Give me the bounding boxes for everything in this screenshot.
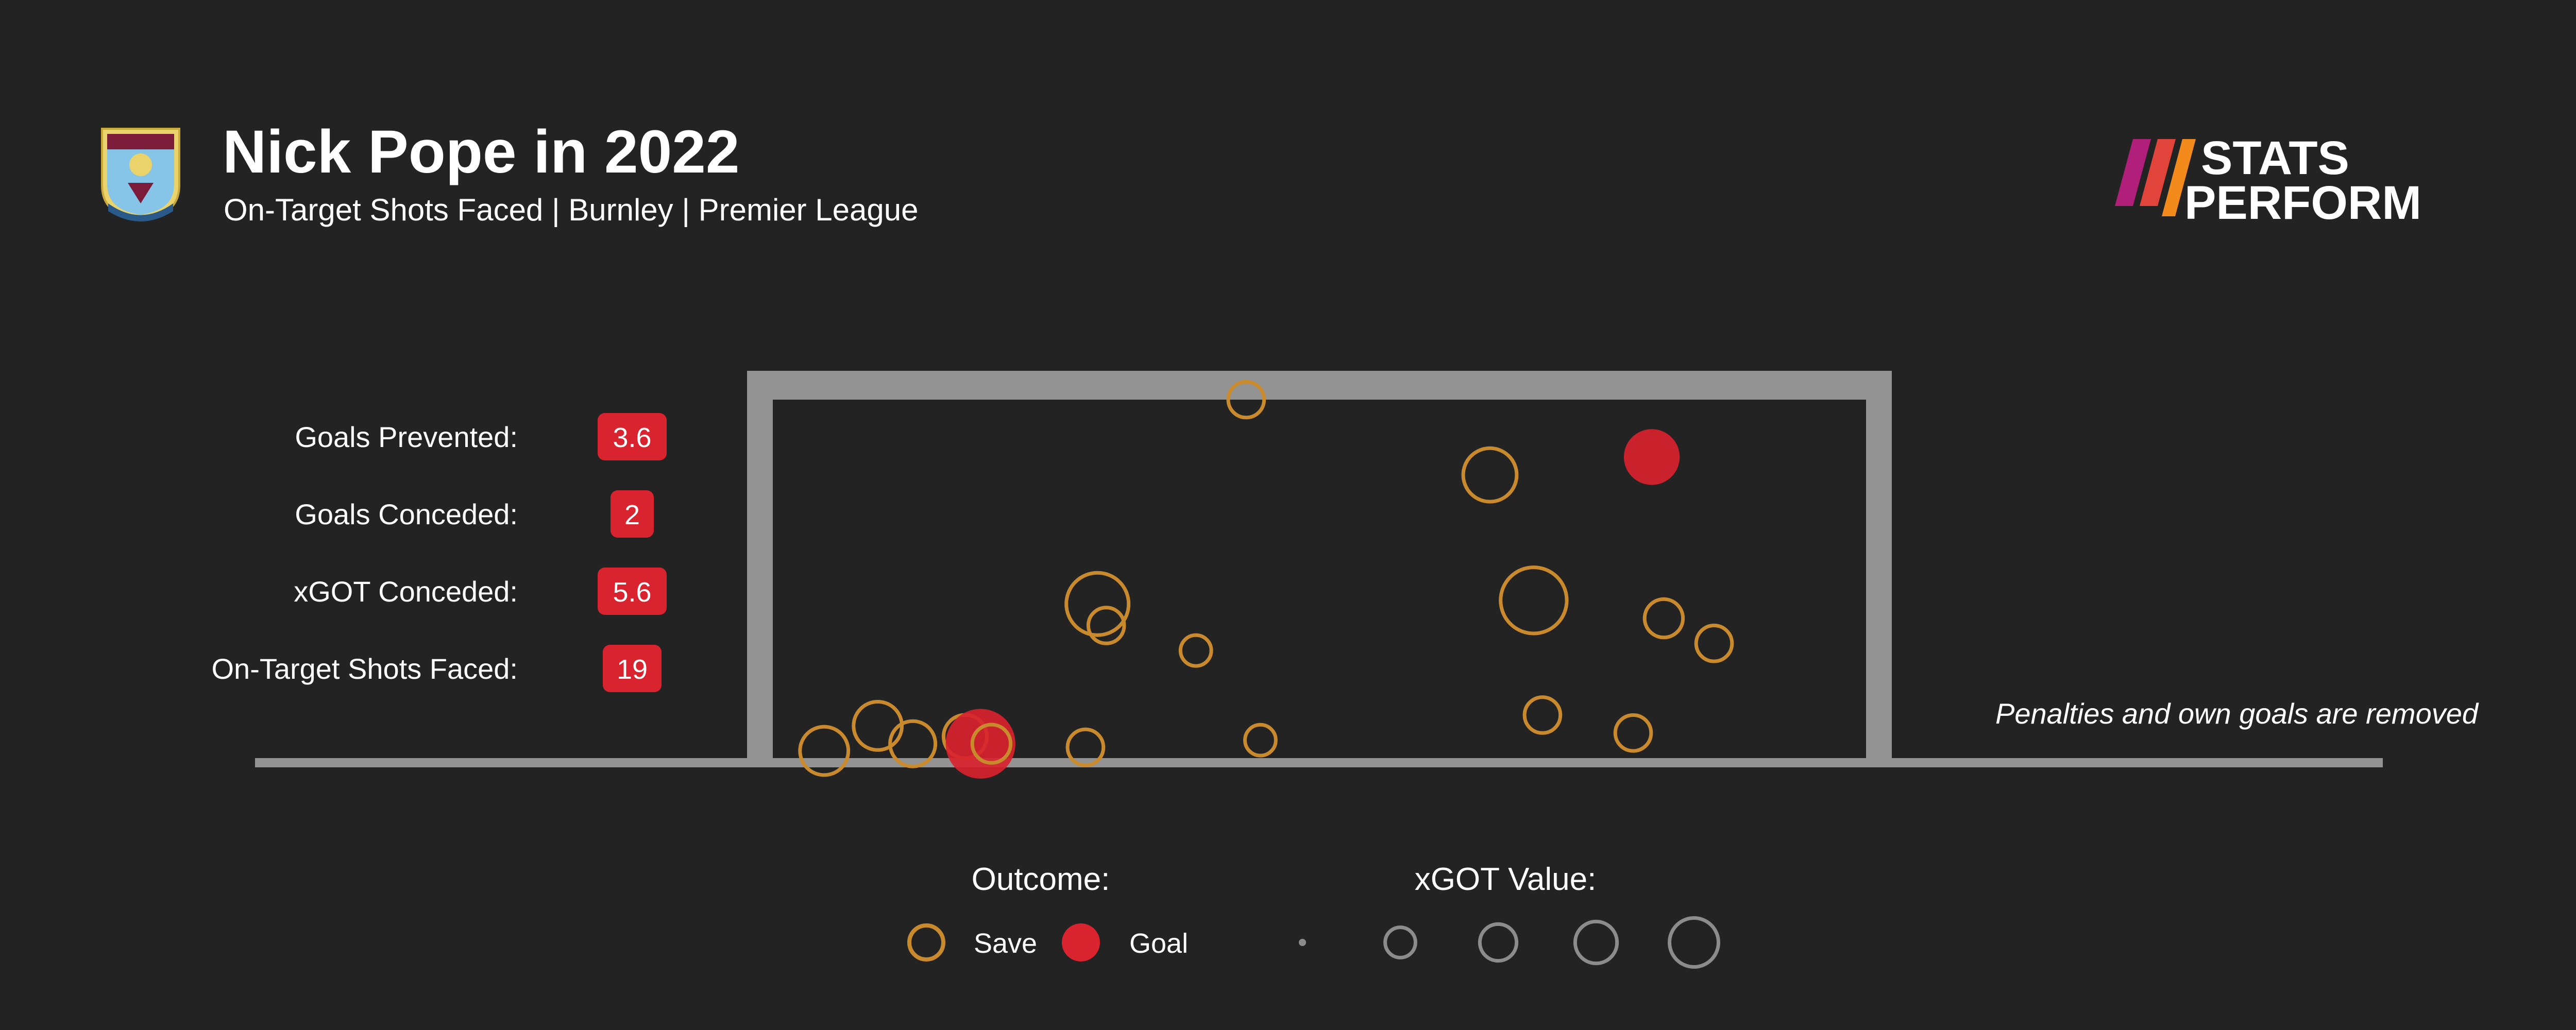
stat-value-goals-prevented: 3.6 xyxy=(613,422,651,453)
stat-value-shots-faced: 19 xyxy=(617,654,648,685)
shot-marker-13 xyxy=(1461,446,1519,504)
shot-marker-11 xyxy=(1243,723,1278,758)
shot-marker-5 xyxy=(945,709,1015,779)
shot-marker-15 xyxy=(1522,695,1563,735)
stat-badge-bg-goals-prevented xyxy=(598,413,667,460)
shot-marker-18 xyxy=(1642,597,1685,640)
shot-marker-8 xyxy=(1064,571,1131,637)
shot-marker-1 xyxy=(798,725,851,777)
legend-save-label: Save xyxy=(974,928,1037,959)
shots-layer xyxy=(798,380,1734,779)
legend: Outcome: Save Goal xGOT Value: xyxy=(907,862,1720,969)
shot-marker-3 xyxy=(888,719,938,768)
legend-size-marker-2 xyxy=(1383,925,1417,959)
goal-frame xyxy=(255,371,2383,767)
brand-line-1: STATS xyxy=(2201,132,2349,184)
shot-marker-17 xyxy=(1623,429,1680,485)
footnote: Penalties and own goals are removed xyxy=(1995,697,2479,730)
stat-label-shots-faced: On-Target Shots Faced: xyxy=(211,653,518,685)
legend-goal-marker xyxy=(1062,923,1100,962)
stat-label-xgot-conceded: xGOT Conceded: xyxy=(294,575,518,608)
brand-line-2: PERFORM xyxy=(2184,177,2421,229)
shot-marker-10 xyxy=(1178,633,1213,668)
shot-marker-9 xyxy=(1086,606,1126,645)
page-title: Nick Pope in 2022 xyxy=(223,118,739,186)
goal-crossbar xyxy=(747,371,1892,400)
shot-marker-14 xyxy=(1499,565,1569,636)
stat-badge-bg-shots-faced xyxy=(603,645,662,692)
shot-marker-7 xyxy=(1065,727,1106,767)
legend-size-marker-1 xyxy=(1299,939,1306,946)
stat-badge-bg-goals-conceded xyxy=(611,490,654,538)
stat-label-goals-conceded: Goals Conceded: xyxy=(295,498,518,530)
burnley-crest-icon xyxy=(101,128,180,222)
shot-marker-6 xyxy=(970,723,1013,765)
stat-badge-bg-xgot-conceded xyxy=(598,568,667,615)
legend-outcome-title: Outcome: xyxy=(972,862,1110,897)
legend-save-marker xyxy=(907,923,945,962)
shot-marker-12 xyxy=(1226,380,1266,420)
stats-panel: Goals Prevented: 3.6 Goals Conceded: 2 x… xyxy=(211,413,667,692)
stat-label-goals-prevented: Goals Prevented: xyxy=(295,421,518,453)
goal-line xyxy=(255,758,2383,767)
legend-size-marker-5 xyxy=(1668,916,1720,969)
shot-marker-2 xyxy=(852,700,904,752)
goal-left-post xyxy=(747,371,773,762)
stat-value-goals-conceded: 2 xyxy=(624,500,640,530)
stats-perform-logo: STATS PERFORM xyxy=(2115,132,2421,229)
legend-size-marker-3 xyxy=(1478,922,1519,963)
stat-value-xgot-conceded: 5.6 xyxy=(613,577,651,608)
shot-marker-16 xyxy=(1613,713,1653,753)
goal-right-post xyxy=(1866,371,1892,762)
page-subtitle: On-Target Shots Faced | Burnley | Premie… xyxy=(224,193,919,227)
shot-marker-19 xyxy=(1694,624,1734,663)
legend-size-marker-4 xyxy=(1573,919,1619,966)
legend-size-scale xyxy=(1299,916,1720,969)
legend-goal-label: Goal xyxy=(1129,928,1188,959)
legend-xgot-title: xGOT Value: xyxy=(1415,862,1597,897)
